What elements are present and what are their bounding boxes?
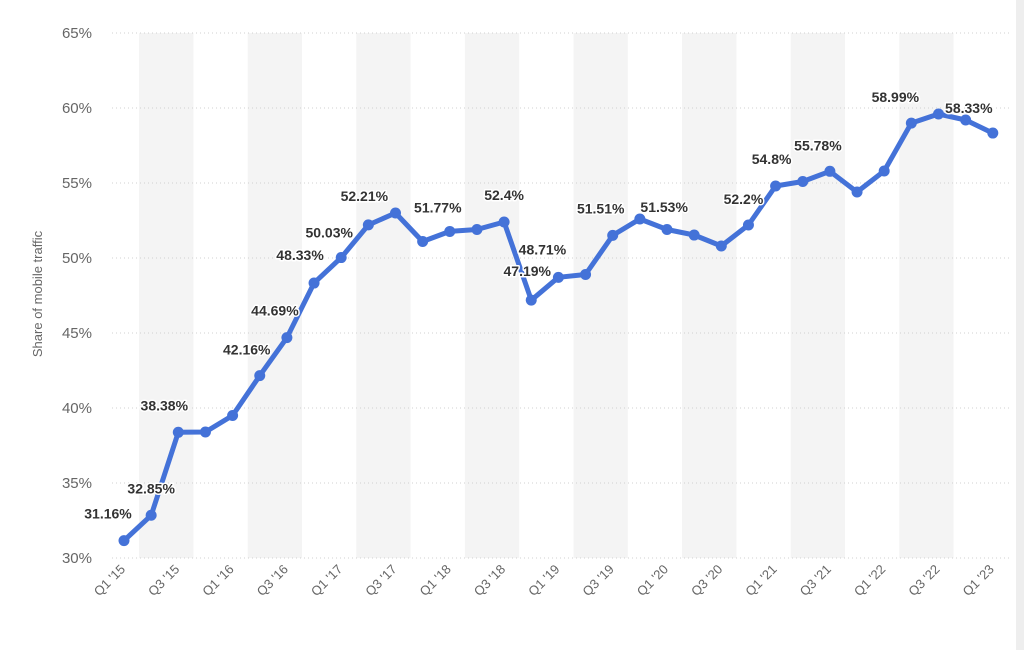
background-bands bbox=[139, 33, 954, 558]
x-tick-label: Q3 '17 bbox=[362, 562, 399, 599]
data-point[interactable] bbox=[471, 224, 483, 235]
data-point[interactable] bbox=[281, 332, 293, 344]
x-tick-label: Q1 '18 bbox=[417, 562, 454, 599]
data-label: 50.03% bbox=[305, 225, 353, 241]
y-tick-label: 65% bbox=[62, 25, 92, 42]
y-tick-label: 55% bbox=[62, 175, 92, 192]
x-tick-label: Q1 '22 bbox=[851, 562, 888, 599]
data-label: 52.2% bbox=[724, 191, 764, 207]
data-point[interactable] bbox=[390, 207, 401, 219]
data-label: 38.38% bbox=[141, 397, 189, 413]
data-point[interactable] bbox=[905, 117, 917, 129]
data-point[interactable] bbox=[118, 535, 130, 547]
data-points bbox=[118, 108, 999, 547]
data-point[interactable] bbox=[227, 410, 239, 421]
data-point[interactable] bbox=[960, 114, 972, 126]
data-point[interactable] bbox=[824, 165, 836, 177]
data-label: 32.85% bbox=[127, 480, 175, 496]
data-point[interactable] bbox=[878, 165, 890, 177]
background-band bbox=[790, 33, 845, 558]
y-tick-label: 40% bbox=[62, 400, 92, 417]
data-label: 58.33% bbox=[945, 100, 993, 116]
data-point[interactable] bbox=[498, 216, 510, 228]
background-band bbox=[356, 33, 411, 558]
data-point[interactable] bbox=[362, 219, 374, 231]
data-label: 52.21% bbox=[341, 188, 389, 204]
x-tick-label: Q3 '16 bbox=[254, 562, 291, 599]
x-tick-label: Q1 '23 bbox=[960, 562, 997, 599]
x-tick-label: Q3 '15 bbox=[145, 562, 182, 599]
data-point[interactable] bbox=[688, 229, 700, 241]
data-point[interactable] bbox=[552, 271, 564, 283]
x-tick-label: Q1 '17 bbox=[308, 562, 345, 599]
y-tick-label: 60% bbox=[62, 100, 92, 117]
y-tick-label: 30% bbox=[62, 550, 92, 567]
data-label: 42.16% bbox=[223, 342, 271, 358]
data-label: 44.69% bbox=[251, 303, 299, 319]
background-band bbox=[139, 33, 194, 558]
x-tick-label: Q1 '21 bbox=[742, 562, 779, 599]
data-point[interactable] bbox=[851, 186, 863, 198]
background-band bbox=[464, 33, 520, 558]
x-tick-label: Q3 '21 bbox=[797, 562, 834, 599]
y-tick-label: 45% bbox=[62, 325, 92, 342]
gridlines bbox=[112, 32, 1010, 559]
data-label: 31.16% bbox=[84, 506, 132, 522]
data-label: 55.78% bbox=[794, 137, 842, 153]
y-axis-ticks: 30% 35% 40% 45% 50% 55% 60% 65% bbox=[62, 25, 92, 567]
data-point[interactable] bbox=[933, 108, 944, 120]
x-tick-label: Q3 '22 bbox=[905, 562, 942, 599]
background-band bbox=[573, 33, 628, 558]
data-point[interactable] bbox=[661, 224, 673, 235]
data-label: 54.8% bbox=[752, 151, 792, 167]
data-point[interactable] bbox=[145, 509, 157, 521]
data-point[interactable] bbox=[525, 294, 537, 306]
data-label: 51.53% bbox=[640, 199, 688, 215]
x-axis-ticks: Q1 '15 Q3 '15 Q1 '16 Q3 '16 Q1 '17 Q3 '17 Q1 '… bbox=[91, 562, 997, 599]
x-tick-label: Q3 '20 bbox=[688, 562, 725, 599]
y-axis-label: Share of mobile traffic bbox=[30, 230, 45, 357]
x-tick-label: Q3 '18 bbox=[471, 562, 508, 599]
y-tick-label: 35% bbox=[62, 475, 92, 492]
data-point[interactable] bbox=[715, 240, 727, 252]
data-point[interactable] bbox=[634, 213, 646, 225]
data-point[interactable] bbox=[797, 176, 809, 187]
data-label: 47.19% bbox=[504, 263, 552, 279]
data-label: 58.99% bbox=[872, 89, 920, 105]
data-point[interactable] bbox=[742, 219, 754, 231]
data-point[interactable] bbox=[199, 426, 211, 438]
x-tick-label: Q1 '20 bbox=[634, 562, 671, 599]
scrollbar-edge bbox=[1016, 0, 1024, 650]
data-labels: 31.16% 32.85% 38.38% 42.16% 44.69% 48.33% 50.0… bbox=[83, 88, 995, 523]
data-point[interactable] bbox=[335, 252, 347, 264]
data-point[interactable] bbox=[417, 236, 429, 247]
data-label: 48.71% bbox=[519, 241, 567, 257]
data-point[interactable] bbox=[254, 370, 266, 382]
data-point[interactable] bbox=[308, 277, 320, 289]
background-band bbox=[682, 33, 737, 558]
data-point[interactable] bbox=[580, 269, 592, 280]
data-point[interactable] bbox=[607, 229, 619, 241]
data-point[interactable] bbox=[770, 180, 782, 192]
data-label: 51.77% bbox=[414, 199, 462, 215]
data-label: 52.4% bbox=[484, 187, 524, 203]
x-tick-label: Q3 '19 bbox=[579, 562, 616, 599]
x-tick-label: Q1 '19 bbox=[525, 562, 562, 599]
data-point[interactable] bbox=[172, 426, 184, 438]
data-label: 51.51% bbox=[577, 200, 625, 216]
background-band bbox=[247, 33, 302, 558]
data-label: 48.33% bbox=[276, 247, 324, 263]
x-tick-label: Q1 '16 bbox=[199, 562, 236, 599]
data-point[interactable] bbox=[987, 127, 999, 139]
y-tick-label: 50% bbox=[62, 250, 92, 267]
x-tick-label: Q1 '15 bbox=[91, 562, 128, 599]
data-point[interactable] bbox=[444, 225, 456, 237]
